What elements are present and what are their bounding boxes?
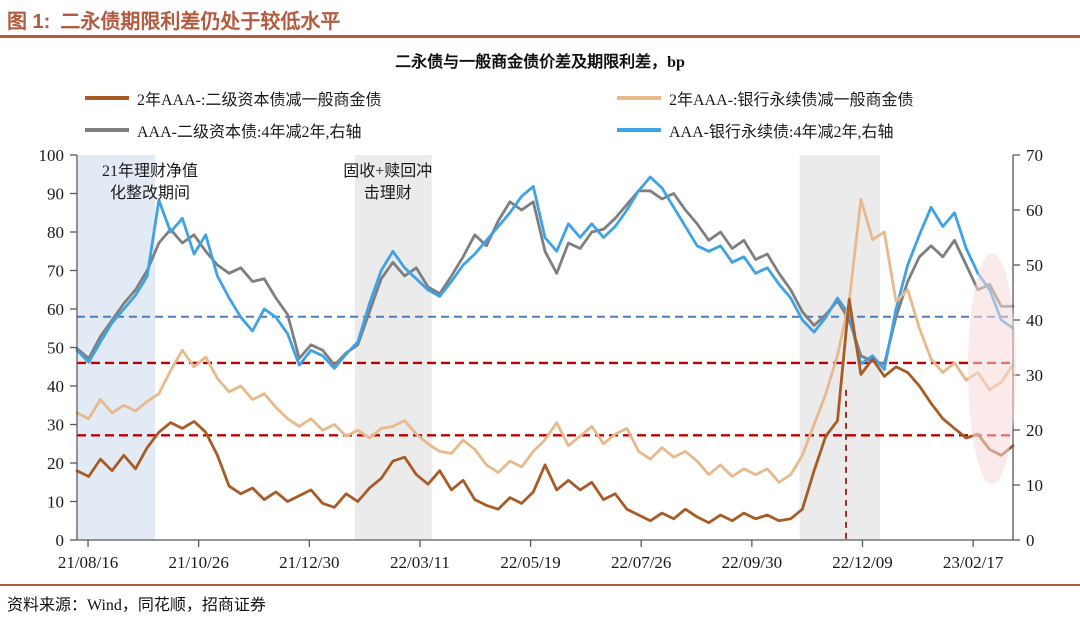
x-axis-label: 22/03/11 (390, 553, 450, 572)
legend-label-2y-tier2: 2年AAA-:二级资本债减一般商金债 (137, 92, 382, 109)
figure-title: 图 1: 二永债期限利差仍处于较低水平 (7, 5, 340, 34)
legend: 2年AAA-:二级资本债减一般商金债 2年AAA-:银行永续债减一般商金债 AA… (85, 86, 1015, 142)
legend-label-tier2-term: AAA-二级资本债:4年减2年,右轴 (137, 124, 362, 141)
x-axis-label: 22/05/19 (500, 553, 560, 572)
y-axis-left-label: 90 (47, 185, 64, 204)
chart-title: 二永债与一般商金债价差及期限利差，bp (395, 54, 685, 71)
x-axis-label: 21/08/16 (58, 553, 118, 572)
annotation-0-line-0: 21年理财净值 (102, 162, 198, 180)
source-note: 资料来源：Wind，同花顺，招商证券 (7, 597, 266, 614)
legend-item-2y-tier2: 2年AAA-:二级资本债减一般商金债 (85, 86, 617, 110)
y-axis-right-label: 20 (1026, 421, 1043, 440)
legend-item-tier2-term: AAA-二级资本债:4年减2年,右轴 (85, 118, 617, 142)
y-axis-left-label: 100 (39, 146, 65, 165)
y-axis-left-label: 10 (47, 493, 64, 512)
legend-swatch-2y-perp (617, 96, 661, 100)
footer-rule (0, 584, 1080, 586)
y-axis-left-label: 40 (47, 377, 64, 396)
y-axis-right-label: 10 (1026, 476, 1043, 495)
y-axis-right-label: 70 (1026, 146, 1043, 165)
figure-number: 图 1: (7, 11, 51, 33)
legend-label-perp-term: AAA-银行永续债:4年减2年,右轴 (669, 124, 894, 141)
legend-swatch-2y-tier2 (85, 96, 129, 100)
y-axis-left-label: 80 (47, 223, 64, 242)
legend-label-2y-perp: 2年AAA-:银行永续债减一般商金债 (669, 92, 914, 109)
legend-swatch-tier2-term (85, 128, 129, 132)
title-underline (0, 35, 1080, 38)
shaded-region-1 (354, 155, 432, 540)
series-2y-perp (75, 197, 1015, 484)
y-axis-right-label: 40 (1026, 311, 1043, 330)
legend-swatch-perp-term (617, 128, 661, 132)
legend-item-perp-term: AAA-银行永续债:4年减2年,右轴 (617, 118, 1015, 142)
x-axis-label: 21/12/30 (279, 553, 339, 572)
y-axis-left-label: 60 (47, 300, 64, 319)
shaded-region-0 (77, 155, 156, 540)
y-axis-left-label: 70 (47, 262, 64, 281)
annotation-1-line-0: 固收+赎回冲 (343, 162, 432, 180)
x-axis-label: 22/07/26 (611, 553, 671, 572)
y-axis-left-label: 20 (47, 454, 64, 473)
x-axis-label: 23/02/17 (943, 553, 1004, 572)
x-axis-label: 22/12/09 (832, 553, 892, 572)
y-axis-left-label: 50 (47, 339, 64, 358)
y-axis-right-label: 60 (1026, 201, 1043, 220)
annotation-1-line-1: 击理财 (364, 184, 412, 202)
y-axis-right-label: 0 (1026, 531, 1035, 550)
legend-item-2y-perp: 2年AAA-:银行永续债减一般商金债 (617, 86, 1015, 110)
highlight-ellipse (968, 253, 1017, 485)
x-axis-label: 22/09/30 (722, 553, 782, 572)
x-axis-label: 21/10/26 (168, 553, 228, 572)
y-axis-right-label: 30 (1026, 366, 1043, 385)
annotation-0-line-1: 化整改期间 (110, 184, 190, 202)
series-2y-tier2 (75, 297, 1015, 525)
line-chart: 0 10 20 30 40 50 60 70 80 90 100 0 10 20 30 40 50 60 70 21/… (39, 146, 1044, 572)
y-axis-left-label: 30 (47, 416, 64, 435)
figure-title-text: 二永债期限利差仍处于较低水平 (60, 11, 341, 33)
y-axis-right-label: 50 (1026, 256, 1043, 275)
y-axis-left-label: 0 (56, 531, 65, 550)
